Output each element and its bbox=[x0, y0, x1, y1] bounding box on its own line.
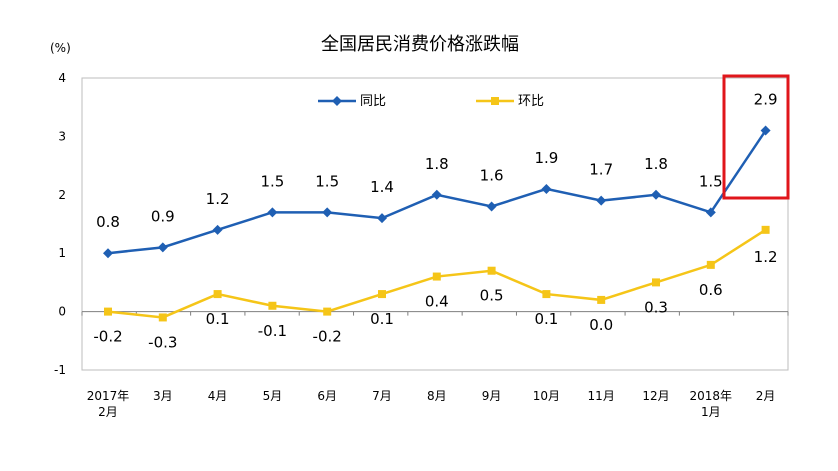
legend-marker-2 bbox=[491, 97, 499, 105]
data-label-series-1: 1.7 bbox=[589, 161, 613, 179]
data-label-series-2: 0.4 bbox=[425, 293, 449, 311]
x-tick-label: 11月 bbox=[588, 389, 615, 403]
legend-marker-1 bbox=[332, 96, 342, 106]
data-label-series-2: 0.3 bbox=[644, 298, 668, 316]
series-1-point bbox=[486, 201, 497, 212]
data-label-series-2: 0.1 bbox=[206, 310, 230, 328]
series-1-point bbox=[705, 207, 716, 218]
y-tick-label: 4 bbox=[58, 71, 66, 85]
data-label-series-1: 1.5 bbox=[699, 172, 723, 190]
x-tick-label: 5月 bbox=[263, 389, 283, 403]
x-tick-label: 4月 bbox=[208, 389, 228, 403]
series-2-point bbox=[158, 313, 167, 322]
highlight-box bbox=[722, 74, 790, 200]
series-1-point bbox=[596, 195, 607, 206]
y-tick-label: 3 bbox=[58, 129, 66, 143]
x-tick-label: 10月 bbox=[533, 389, 560, 403]
legend-label-2: 环比 bbox=[518, 94, 544, 109]
series-1-point bbox=[760, 125, 771, 136]
data-label-series-1: 1.5 bbox=[315, 172, 339, 190]
data-label-series-2: 0.0 bbox=[589, 316, 613, 334]
x-tick-label: 2018年 bbox=[690, 389, 733, 403]
series-2-point bbox=[487, 266, 496, 275]
x-tick-label: 2月 bbox=[756, 389, 776, 403]
series-2-point bbox=[213, 290, 222, 299]
series-1-point bbox=[431, 189, 442, 200]
y-tick-label: -1 bbox=[54, 363, 66, 377]
series-1-point bbox=[267, 207, 278, 218]
series-1-point bbox=[651, 189, 661, 200]
series-1-point bbox=[157, 242, 168, 253]
data-label-series-1: 1.8 bbox=[425, 155, 449, 173]
series-2-point bbox=[268, 301, 277, 310]
data-label-series-1: 1.8 bbox=[644, 155, 668, 173]
series-1-point bbox=[541, 183, 552, 194]
x-tick-label: 8月 bbox=[427, 389, 447, 403]
x-tick-label: 7月 bbox=[372, 389, 392, 403]
data-label-series-1: 0.8 bbox=[96, 213, 120, 231]
data-label-series-1: 2.9 bbox=[754, 91, 778, 109]
x-tick-label: 3月 bbox=[153, 389, 173, 403]
data-label-series-1: 1.6 bbox=[480, 166, 504, 184]
data-label-series-2: 0.5 bbox=[480, 287, 504, 305]
plot-frame bbox=[81, 77, 789, 371]
data-label-series-2: 0.1 bbox=[534, 310, 558, 328]
series-2-point bbox=[104, 307, 112, 316]
x-tick-label: 2月 bbox=[98, 405, 118, 419]
x-tick-label: 2017年 bbox=[87, 389, 130, 403]
series-1-point bbox=[322, 207, 333, 218]
x-tick-label: 12月 bbox=[642, 389, 669, 403]
series-2-point bbox=[597, 295, 606, 304]
series-2-point bbox=[652, 278, 660, 287]
series-1-point bbox=[212, 224, 223, 235]
x-tick-label: 6月 bbox=[317, 389, 337, 403]
y-tick-label: 1 bbox=[58, 246, 66, 260]
data-label-series-2: -0.3 bbox=[148, 333, 177, 351]
series-2-point bbox=[542, 290, 551, 299]
data-label-series-1: 1.5 bbox=[260, 172, 284, 190]
legend-label-1: 同比 bbox=[360, 94, 386, 109]
data-label-series-1: 1.2 bbox=[206, 190, 230, 208]
x-tick-label: 9月 bbox=[482, 389, 502, 403]
chart-title: 全国居民消费价格涨跌幅 bbox=[321, 34, 519, 55]
y-axis-unit-label: (%) bbox=[50, 41, 71, 55]
x-tick-label: 1月 bbox=[701, 405, 721, 419]
series-1-point bbox=[103, 248, 113, 259]
data-label-series-2: 0.6 bbox=[699, 281, 723, 299]
y-tick-label: 2 bbox=[58, 188, 66, 202]
data-label-series-1: 0.9 bbox=[151, 207, 175, 225]
data-label-series-1: 1.4 bbox=[370, 178, 394, 196]
data-label-series-2: -0.1 bbox=[258, 322, 287, 340]
data-label-series-2: 1.2 bbox=[754, 248, 778, 266]
data-label-series-2: -0.2 bbox=[93, 328, 122, 346]
data-label-series-2: -0.2 bbox=[313, 328, 342, 346]
series-2-point bbox=[706, 260, 715, 269]
y-tick-label: 0 bbox=[58, 305, 66, 319]
series-2-point bbox=[378, 290, 386, 299]
series-2-point bbox=[761, 225, 770, 234]
data-label-series-2: 0.1 bbox=[370, 310, 394, 328]
series-1-point bbox=[377, 213, 387, 224]
series-2-point bbox=[323, 307, 332, 316]
data-label-series-1: 1.9 bbox=[534, 149, 558, 167]
series-2-point bbox=[432, 272, 441, 281]
